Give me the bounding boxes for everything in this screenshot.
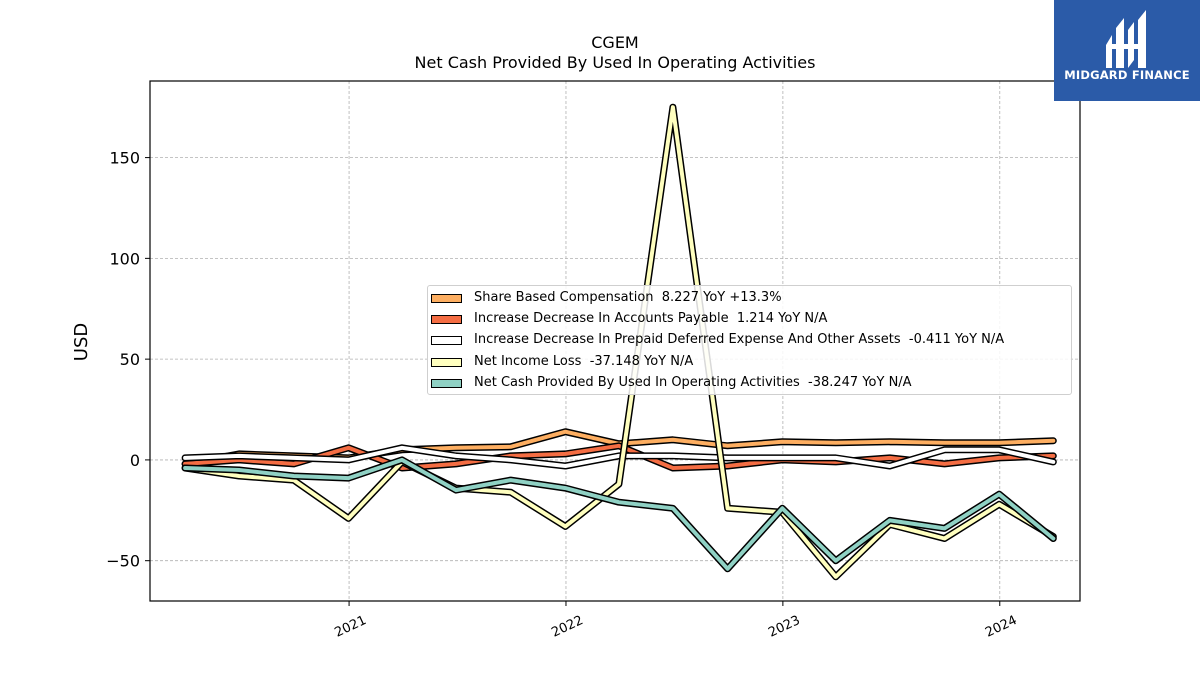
legend-label: Increase Decrease In Prepaid Deferred Ex… <box>474 332 1005 348</box>
series-line-3 <box>181 103 1057 581</box>
y-tick-label: −50 <box>106 552 140 571</box>
midgard-finance-logo: MIDGARD FINANCE <box>1054 0 1200 101</box>
legend-swatch <box>431 336 462 346</box>
x-tick-label: 2022 <box>549 613 585 641</box>
chart-subtitle: Net Cash Provided By Used In Operating A… <box>415 53 816 72</box>
y-axis-label: USD <box>71 323 92 361</box>
midgard-logo-icon <box>1106 10 1146 68</box>
legend-item: Increase Decrease In Accounts Payable 1.… <box>428 310 1071 331</box>
legend-swatch <box>431 294 462 303</box>
y-tick-label: 100 <box>109 249 140 268</box>
y-tick-label: 0 <box>130 451 140 470</box>
legend-swatch <box>431 378 462 388</box>
series-stroke <box>183 105 1056 579</box>
legend-label: Share Based Compensation 8.227 YoY +13.3… <box>474 290 782 305</box>
series-line-4 <box>181 456 1057 573</box>
plot-frame <box>149 80 1081 602</box>
legend-label: Increase Decrease In Accounts Payable 1.… <box>474 311 828 327</box>
y-tick-label: 150 <box>109 149 140 168</box>
legend-item: Share Based Compensation 8.227 YoY +13.3… <box>428 289 1071 310</box>
legend-item: Net Income Loss -37.148 YoY N/A <box>428 353 1071 374</box>
series-lines <box>181 103 1057 581</box>
series-line-2 <box>181 444 1057 470</box>
logo-text: MIDGARD FINANCE <box>1064 68 1190 82</box>
chart-title: CGEM <box>591 33 638 52</box>
x-tick-label: 2024 <box>983 613 1019 641</box>
legend-item: Increase Decrease In Prepaid Deferred Ex… <box>428 331 1071 352</box>
legend-item: Net Cash Provided By Used In Operating A… <box>428 374 1071 395</box>
legend-label: Net Cash Provided By Used In Operating A… <box>474 374 912 390</box>
x-tick-label: 2021 <box>332 613 368 641</box>
legend-swatch <box>431 315 462 325</box>
chart-legend: Share Based Compensation 8.227 YoY +13.3… <box>427 285 1072 395</box>
series-stroke <box>183 445 1056 468</box>
x-tick-label: 2023 <box>766 613 802 641</box>
y-tick-label: 50 <box>120 350 140 369</box>
series-stroke <box>183 457 1056 571</box>
legend-swatch <box>431 357 462 367</box>
legend-label: Net Income Loss -37.148 YoY N/A <box>474 353 694 369</box>
